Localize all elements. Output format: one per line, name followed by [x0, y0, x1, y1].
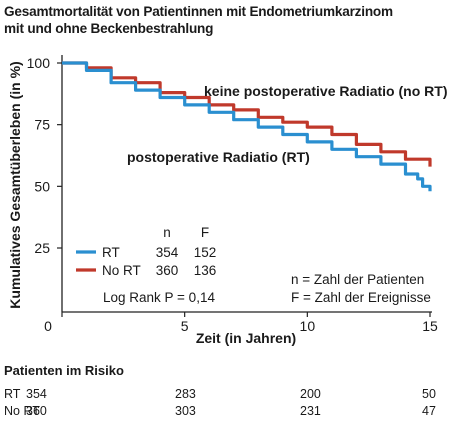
- risk-cell: 303: [175, 404, 196, 418]
- risk-cell: 354: [26, 387, 47, 401]
- note-f: F = Zahl der Ereignisse: [291, 290, 431, 305]
- legend-f-value: 152: [194, 245, 217, 260]
- annotation-no-rt: keine postoperative Radiatio (no RT): [204, 83, 447, 99]
- series-line-rt: [62, 61, 432, 192]
- chart-title-line1: Gesamtmortalität von Patientinnen mit En…: [4, 4, 393, 19]
- x-tick-label: 5: [181, 318, 189, 334]
- risk-cell: 50: [422, 387, 436, 401]
- x-tick-label: 10: [300, 318, 316, 334]
- legend-label: No RT: [102, 263, 141, 278]
- survival-chart: 25 50 75 100 0 5 10 15 Zeit (in Jahren) Kumulati…: [7, 55, 447, 346]
- annotation-rt: postoperative Radiatio (RT): [127, 149, 310, 165]
- risk-cell: 360: [26, 404, 47, 418]
- chart-title-line2: mit und ohne Beckenbestrahlung: [4, 21, 214, 36]
- x-tick-label: 15: [422, 318, 438, 334]
- legend-f-value: 136: [194, 263, 217, 278]
- risk-cell: 283: [175, 387, 196, 401]
- x-tick-label: 0: [44, 318, 52, 334]
- y-axis-label: Kumulatives Gesamtüberleben (in %): [7, 61, 23, 308]
- chart-labels: Zeit (in Jahren) Kumulatives Gesamtüberle…: [7, 61, 447, 346]
- risk-cell: 47: [422, 404, 436, 418]
- chart-title: Gesamtmortalität von Patientinnen mit En…: [4, 3, 449, 37]
- y-tick-label: 25: [34, 240, 50, 256]
- risk-table: Patienten im Risiko RT 354 283 200 50 No…: [0, 360, 453, 425]
- risk-table-title: Patienten im Risiko: [4, 363, 124, 378]
- risk-cell: 200: [300, 387, 321, 401]
- risk-row-label: RT: [4, 387, 21, 401]
- legend-n-value: 354: [156, 245, 179, 260]
- legend-header-f: F: [201, 225, 209, 240]
- y-tick-label: 50: [34, 178, 50, 194]
- y-tick-label: 75: [34, 117, 50, 133]
- risk-row-label: No RT: [4, 404, 40, 418]
- note-n: n = Zahl der Patienten: [291, 272, 424, 287]
- legend-n-value: 360: [156, 263, 179, 278]
- x-axis-label: Zeit (in Jahren): [196, 330, 296, 346]
- risk-row-no-rt: No RT 360 303 231 47: [0, 404, 453, 420]
- chart-axes: 25 50 75 100 0 5 10 15: [27, 55, 438, 334]
- y-tick-label: 100: [27, 55, 51, 71]
- risk-cell: 231: [300, 404, 321, 418]
- log-rank-text: Log Rank P = 0,14: [103, 290, 215, 305]
- risk-row-rt: RT 354 283 200 50: [0, 387, 453, 403]
- series-line-no-rt: [62, 61, 432, 167]
- chart-series: [62, 61, 432, 192]
- legend-header-n: n: [163, 225, 171, 240]
- legend-label: RT: [102, 245, 120, 260]
